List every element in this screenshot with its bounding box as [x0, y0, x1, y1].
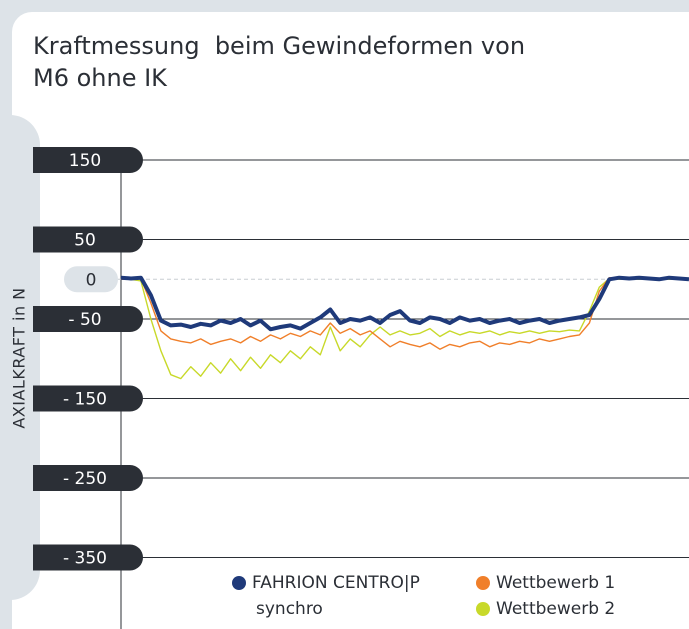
legend-swatch [476, 576, 490, 590]
tick-pill [33, 306, 143, 333]
axis-panel [0, 115, 40, 600]
y-tick-label: 0 [86, 270, 97, 290]
y-tick-label: 50 [74, 231, 96, 251]
series-line [121, 277, 689, 380]
y-tick-label: - 50 [68, 310, 101, 330]
tick-pill [33, 464, 143, 491]
legend-label: Wettbewerb 2 [496, 599, 616, 619]
y-tick-label: 150 [69, 151, 101, 171]
chart-title: Kraftmessung beim Gewindeformen von M6 o… [33, 32, 533, 92]
y-tick-label: - 150 [63, 389, 107, 409]
legend-swatch [476, 602, 490, 616]
y-tick-label: - 350 [63, 548, 107, 568]
legend-label: FAHRION CENTRO|P synchro [252, 573, 420, 619]
series-line [120, 275, 689, 332]
legend-label: Wettbewerb 1 [496, 573, 616, 593]
y-axis-label: AXIALKRAFT in N [10, 287, 29, 428]
tick-pill [33, 385, 143, 412]
tick-pill [33, 544, 143, 571]
legend-swatch [232, 576, 246, 590]
y-tick-label: - 250 [63, 469, 107, 489]
tick-pill [64, 266, 118, 293]
tick-pill [33, 147, 143, 174]
tick-pill [33, 226, 143, 253]
